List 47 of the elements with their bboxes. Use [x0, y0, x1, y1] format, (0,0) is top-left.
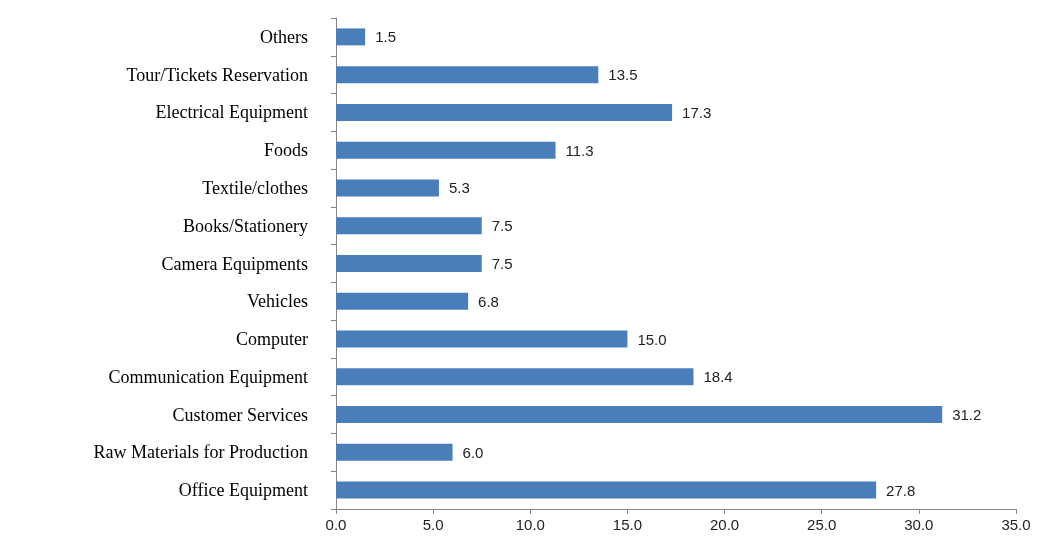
x-tick-label: 25.0	[807, 516, 837, 533]
bar	[336, 406, 943, 424]
x-tick-label: 15.0	[612, 516, 643, 533]
y-tick-label: Vehicles	[247, 291, 308, 312]
y-tick-label: Camera Equipments	[161, 253, 308, 274]
bar	[336, 179, 439, 197]
data-label: 17.3	[682, 103, 712, 121]
x-tick-label: 10.0	[515, 516, 545, 533]
y-tick-label: Others	[260, 26, 308, 47]
y-tick-label: Electrical Equipment	[155, 102, 308, 123]
bar	[336, 217, 482, 235]
bar	[336, 443, 453, 461]
data-label: 7.5	[491, 255, 513, 272]
data-label: 6.0	[462, 443, 484, 461]
x-tick-label: 0.0	[325, 516, 347, 533]
data-label: 13.5	[608, 66, 638, 84]
data-label: 15.0	[637, 330, 667, 348]
y-tick-label: Textile/clothes	[202, 177, 308, 198]
x-tick-label: 30.0	[904, 516, 934, 533]
data-label: 31.2	[952, 406, 982, 424]
bar	[336, 368, 694, 386]
y-tick-label: Books/Stationery	[183, 215, 308, 236]
data-label: 6.8	[478, 292, 499, 310]
x-tick-label: 20.0	[709, 516, 740, 533]
bar	[336, 28, 366, 46]
bar	[336, 330, 628, 348]
bar	[336, 255, 482, 272]
y-tick-label: Computer	[236, 329, 308, 350]
data-label: 5.3	[448, 179, 470, 197]
bar	[336, 292, 469, 310]
bar	[336, 481, 877, 499]
bar	[336, 141, 556, 159]
y-tick-label: Customer Services	[172, 404, 308, 425]
x-tick-label: 5.0	[422, 516, 444, 533]
y-tick-label: Tour/Tickets Reservation	[126, 64, 308, 85]
y-tick-label: Raw Materials for Production	[93, 442, 308, 463]
data-label: 11.3	[565, 141, 594, 159]
data-label: 18.4	[703, 368, 733, 386]
data-label: 7.5	[491, 217, 513, 235]
bar	[336, 66, 599, 84]
x-tick-label: 35.0	[1001, 516, 1031, 533]
y-tick-label: Office Equipment	[178, 480, 308, 501]
data-label: 1.5	[375, 28, 396, 46]
y-tick-label: Communication Equipment	[108, 366, 308, 387]
bar	[336, 103, 673, 121]
data-label: 27.8	[886, 481, 916, 499]
y-tick-label: Foods	[263, 140, 308, 161]
